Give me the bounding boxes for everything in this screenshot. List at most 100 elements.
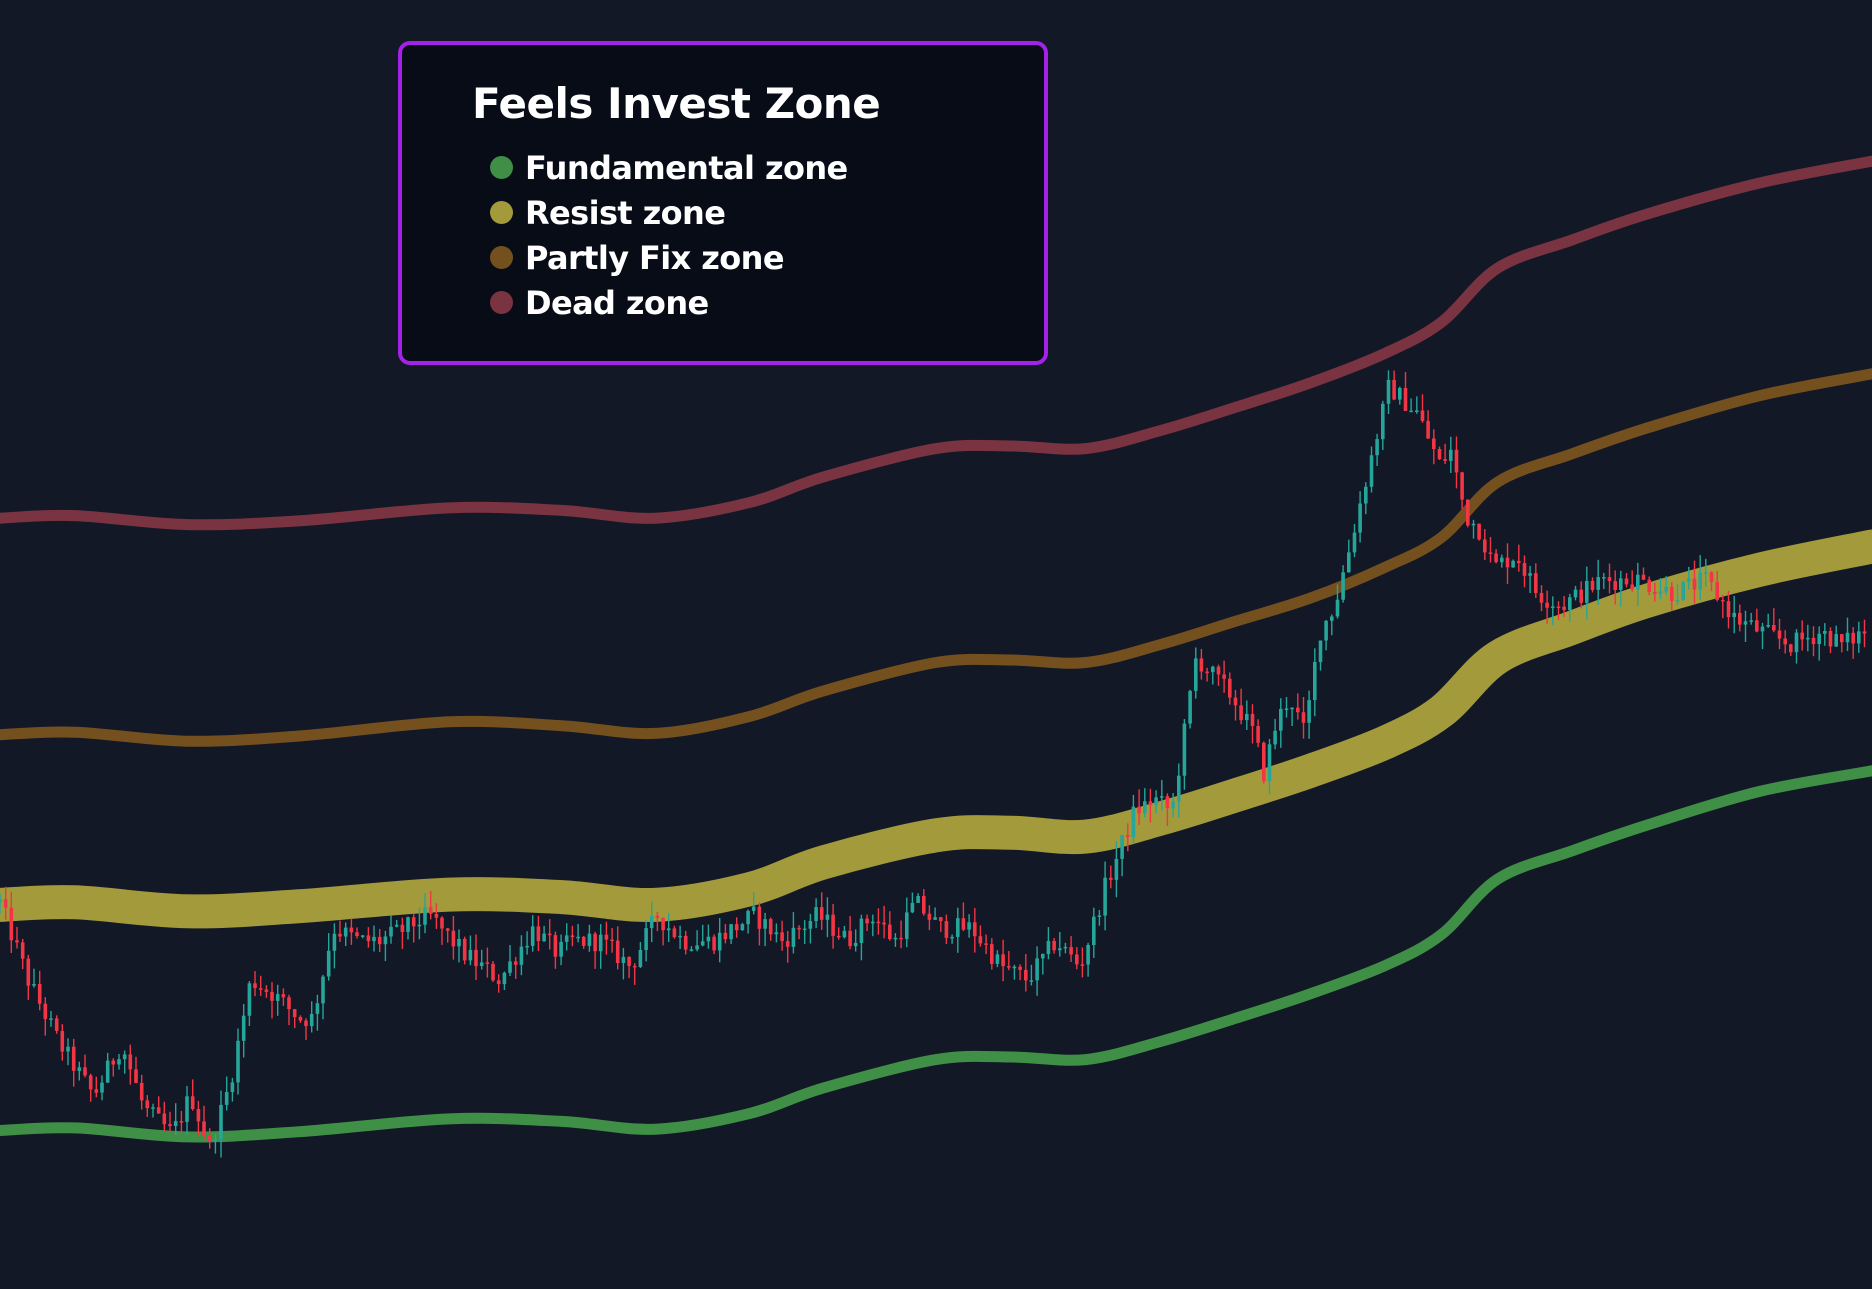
- candlestick: [1709, 571, 1714, 592]
- candlestick: [372, 925, 376, 952]
- candle-body: [615, 940, 620, 963]
- candle-body: [1721, 599, 1725, 602]
- candlestick: [451, 916, 456, 960]
- candle-body: [1131, 806, 1136, 837]
- candlestick: [808, 913, 813, 944]
- candlestick: [1398, 386, 1402, 405]
- candle-body: [734, 924, 739, 931]
- candle-body: [888, 924, 892, 939]
- candlestick: [638, 942, 643, 968]
- candlestick: [1177, 763, 1181, 818]
- candle-body: [1290, 707, 1294, 710]
- candlestick: [672, 925, 677, 939]
- candlestick: [1216, 664, 1221, 686]
- candle-body: [253, 983, 257, 989]
- candlestick: [37, 970, 42, 1011]
- candle-body: [366, 935, 371, 942]
- candle-body: [162, 1113, 167, 1125]
- candle-body: [944, 921, 949, 938]
- candlestick: [1075, 947, 1079, 970]
- candlestick: [734, 917, 739, 938]
- candlestick: [1018, 964, 1022, 981]
- candlestick: [1228, 672, 1232, 705]
- candle-body: [355, 932, 359, 936]
- candle-body: [298, 1017, 303, 1021]
- candle-body: [1301, 712, 1306, 723]
- candle-body: [717, 932, 722, 951]
- candle-body: [1273, 730, 1277, 745]
- candle-body: [1052, 940, 1056, 951]
- candle-body: [1840, 634, 1844, 643]
- candlestick: [88, 1073, 93, 1102]
- candle-body: [360, 935, 365, 937]
- candle-body: [1364, 486, 1368, 504]
- candlestick: [564, 923, 569, 951]
- candlestick: [831, 903, 835, 949]
- candle-body: [1658, 591, 1663, 595]
- candle-body: [632, 965, 637, 968]
- candlestick: [1471, 519, 1476, 539]
- candlestick: [581, 935, 586, 949]
- candle-body: [196, 1109, 201, 1122]
- candlestick: [1148, 788, 1153, 823]
- candlestick: [71, 1038, 76, 1087]
- candlestick: [1726, 590, 1731, 629]
- candlestick: [100, 1075, 104, 1101]
- candle-body: [1607, 577, 1612, 582]
- candlestick: [1466, 499, 1470, 528]
- candlestick: [542, 925, 546, 942]
- candle-body: [576, 936, 580, 939]
- candlestick: [1109, 865, 1113, 889]
- candle-body: [1233, 697, 1238, 706]
- candlestick: [1233, 689, 1238, 721]
- candle-body: [20, 942, 25, 959]
- candle-body: [1245, 713, 1249, 721]
- candlestick: [871, 914, 875, 937]
- candle-body: [1760, 626, 1765, 632]
- candle-body: [111, 1060, 116, 1065]
- candle-body: [202, 1121, 206, 1136]
- candlestick: [1211, 665, 1215, 685]
- candlestick: [1199, 649, 1204, 680]
- candle-body: [275, 994, 280, 1001]
- candlestick: [1188, 689, 1192, 729]
- candlestick: [1511, 559, 1515, 568]
- candlestick: [224, 1076, 229, 1111]
- candlestick: [1347, 539, 1351, 573]
- legend-title: Feels Invest Zone: [472, 79, 881, 128]
- candle-body: [1817, 633, 1821, 645]
- candle-body: [417, 924, 422, 927]
- candle-body: [32, 984, 36, 986]
- candle-body: [43, 1003, 48, 1020]
- candle-body: [1307, 700, 1311, 723]
- candlestick: [1097, 910, 1102, 926]
- candle-body: [1228, 678, 1232, 698]
- candlestick: [746, 909, 750, 934]
- candlestick: [1324, 620, 1328, 651]
- candlestick: [1749, 612, 1753, 625]
- candle-body: [802, 928, 807, 931]
- candle-body: [496, 980, 501, 985]
- candle-body: [156, 1107, 161, 1114]
- candlestick: [1585, 566, 1589, 620]
- candle-body: [899, 937, 903, 940]
- legend-list: Fundamental zone Resist zone Partly Fix …: [490, 145, 848, 325]
- candle-body: [791, 927, 796, 947]
- candlestick: [502, 971, 507, 990]
- candlestick: [1160, 780, 1164, 811]
- legend-label: Partly Fix zone: [525, 238, 785, 277]
- legend-item-fundamental-zone: Fundamental zone: [490, 145, 848, 190]
- candle-body: [241, 1015, 246, 1041]
- candlestick: [1307, 690, 1311, 739]
- candle-body: [1653, 592, 1657, 594]
- candle-body: [292, 1009, 297, 1018]
- candlestick: [1420, 394, 1425, 423]
- candle-body: [1777, 630, 1782, 639]
- candlestick: [1653, 582, 1657, 602]
- candle-body: [1262, 742, 1266, 782]
- legend-item-dead-zone: Dead zone: [490, 280, 848, 325]
- candlestick: [513, 956, 518, 979]
- candlestick: [247, 981, 252, 1026]
- candlestick: [1794, 629, 1799, 664]
